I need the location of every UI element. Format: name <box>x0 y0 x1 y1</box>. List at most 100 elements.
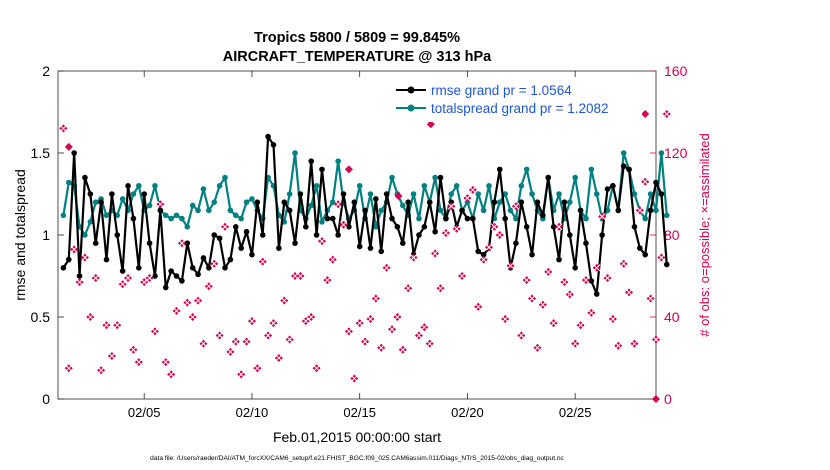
obs-assimilated-point <box>388 325 396 333</box>
obs-assimilated-point <box>609 315 617 323</box>
series-point-rmse <box>437 174 444 181</box>
series-point-rmse <box>367 245 374 251</box>
series-point-rmse <box>136 265 142 271</box>
obs-assimilated-point <box>636 206 644 214</box>
chart-subtitle: AIRCRAFT_TEMPERATURE @ 313 hPa <box>223 49 492 65</box>
obs-assimilated-point <box>86 313 94 321</box>
series-point-rmse <box>523 224 530 230</box>
series-point-rmse <box>583 240 589 246</box>
series-point-rmse <box>65 256 72 263</box>
legend-rmse-marker <box>407 86 415 94</box>
obs-assimilated-point <box>178 239 186 247</box>
series-point-rmse <box>173 273 180 279</box>
obs-assimilated-point <box>490 223 498 231</box>
legend-totalspread-marker <box>407 104 415 112</box>
obs-assimilated-point <box>361 338 369 346</box>
obs-assimilated-point <box>404 284 412 292</box>
obs-assimilated-point <box>264 331 272 340</box>
series-point-totalspread <box>65 179 72 186</box>
obs-assimilated-point <box>194 297 202 305</box>
series-point-rmse <box>211 232 218 238</box>
series-point-rmse <box>335 232 341 238</box>
series-point-rmse <box>162 284 169 291</box>
series-point-rmse <box>637 245 643 251</box>
obs-assimilated-point <box>614 342 622 350</box>
legend-totalspread-label: totalspread grand pr = 1.2082 <box>431 101 609 116</box>
series-point-rmse <box>540 212 546 219</box>
series-point-rmse <box>276 245 282 251</box>
series-point-rmse <box>389 215 395 222</box>
series-point-rmse <box>243 228 250 235</box>
obs-assimilated-point <box>528 294 536 303</box>
series-point-rmse <box>383 191 390 197</box>
series-point-rmse <box>464 215 471 222</box>
obs-assimilated-point <box>436 284 445 292</box>
series-point-totalspread <box>620 150 627 156</box>
series-point-totalspread <box>480 207 487 214</box>
obs-assimilated-point <box>350 374 358 383</box>
obs-assimilated-point <box>399 346 407 354</box>
series-point-totalspread <box>556 191 562 197</box>
series-point-totalspread <box>243 199 250 205</box>
y-right-tick-label: 160 <box>664 63 688 79</box>
series-point-totalspread <box>486 183 492 189</box>
series-point-totalspread <box>475 191 482 197</box>
x-tick-label: 02/15 <box>343 405 376 420</box>
series-point-rmse <box>297 191 304 197</box>
series-point-totalspread <box>453 183 460 189</box>
series-point-totalspread <box>518 183 525 189</box>
series-point-rmse <box>141 191 147 197</box>
obs-assimilated-point <box>216 331 224 340</box>
obs-assimilated-point <box>469 186 477 194</box>
obs-assimilated-point <box>647 294 655 303</box>
obs-assimilated-point <box>280 297 288 305</box>
series-point-rmse <box>238 245 244 251</box>
series-point-totalspread <box>496 199 503 205</box>
obs-assimilated-point <box>232 338 240 346</box>
series-point-rmse <box>259 232 266 238</box>
obs-assimilated-point <box>555 223 563 231</box>
series-point-totalspread <box>432 174 438 181</box>
series-point-rmse <box>459 207 465 214</box>
series-point-rmse <box>351 199 358 205</box>
series-point-rmse <box>179 278 185 284</box>
obs-assimilated-point <box>566 290 574 299</box>
obs-assimilated-point <box>92 274 100 282</box>
series-point-rmse <box>513 240 519 246</box>
y-tick-label: 2 <box>42 63 50 79</box>
series-point-rmse <box>615 207 622 214</box>
series-point-rmse <box>130 215 137 222</box>
series-point-rmse <box>443 215 449 222</box>
series-point-totalspread <box>507 207 514 214</box>
series-point-rmse <box>663 261 670 268</box>
series-point-rmse <box>642 251 649 258</box>
series-point-totalspread <box>195 207 201 214</box>
series-point-rmse <box>152 273 158 279</box>
obs-assimilated-point <box>75 278 84 286</box>
obs-assimilated-point <box>593 264 601 272</box>
series-point-totalspread <box>647 191 654 197</box>
series-point-rmse <box>588 278 595 284</box>
obs-assimilated-point <box>302 317 310 325</box>
obs-assimilated-point <box>485 243 493 251</box>
obs-assimilated-point <box>248 317 256 325</box>
series-point-rmse <box>340 191 347 197</box>
obs-possible-point <box>64 142 73 151</box>
obs-possible-point <box>641 110 650 119</box>
series-point-rmse <box>421 224 428 230</box>
series-point-totalspread <box>356 183 363 189</box>
series-point-rmse <box>534 199 541 205</box>
obs-assimilated-point <box>356 319 364 327</box>
series-point-totalspread <box>567 199 573 205</box>
series-point-totalspread <box>572 174 578 181</box>
obs-assimilated-point <box>97 366 105 374</box>
series-point-totalspread <box>130 191 137 197</box>
obs-assimilated-point <box>199 340 208 348</box>
obs-assimilated-point <box>463 194 471 202</box>
obs-assimilated-point <box>296 272 304 280</box>
series-point-rmse <box>631 224 638 230</box>
obs-assimilated-point <box>582 276 590 284</box>
series-point-rmse <box>604 186 611 192</box>
series-point-totalspread <box>416 215 422 222</box>
